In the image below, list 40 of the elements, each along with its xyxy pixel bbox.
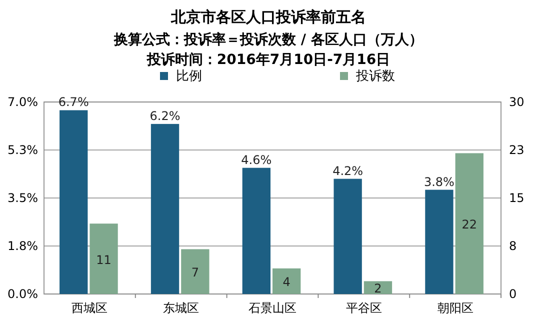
bar [60,110,88,294]
data-label: 4.6% [241,152,272,167]
y2-tick-label: 8 [509,239,517,253]
bar [90,224,118,294]
y2-tick-label: 0 [509,287,517,301]
chart-title: 北京市各区人口投诉率前五名 [170,8,366,26]
data-label: 11 [96,252,112,267]
legend-label: 投诉数 [355,69,395,84]
legend-label: 比例 [176,69,202,84]
y-tick-label: 1.8% [8,239,38,253]
y2-tick-label: 30 [509,95,524,109]
x-tick-label: 东城区 [163,301,200,315]
data-label: 7 [191,266,199,280]
x-tick-label: 石景山区 [248,301,296,315]
data-label: 4.2% [332,164,364,178]
y2-tick-label: 15 [509,191,524,205]
x-tick-label: 西城区 [72,301,108,315]
bar [150,124,180,294]
bar [242,168,270,294]
bar [334,178,362,294]
y-tick-label: 0.0% [8,287,38,301]
data-label: 22 [462,218,478,232]
bar [181,249,210,294]
y-tick-label: 3.5% [8,191,38,205]
x-tick-label: 平谷区 [346,301,382,315]
y-tick-label: 7.0% [8,95,38,109]
data-label: 6.7% [58,95,89,110]
y2-tick-label: 23 [509,143,524,157]
data-label: 2 [374,282,382,296]
y-tick-label: 5.3% [8,143,38,157]
data-label: 3.8% [424,174,454,189]
bar [425,190,454,294]
bar [364,281,392,294]
text: 投诉时间：2016年7月10日-7月16日 [146,52,390,68]
data-label: 4 [282,275,290,290]
bar [272,268,301,294]
chart-subtitle: 换算公式：投诉率＝投诉次数 / 各区人口（万人） [113,31,423,48]
data-label: 6.2% [150,108,180,123]
x-tick-label: 朝阳区 [437,301,474,315]
bar [455,153,484,294]
